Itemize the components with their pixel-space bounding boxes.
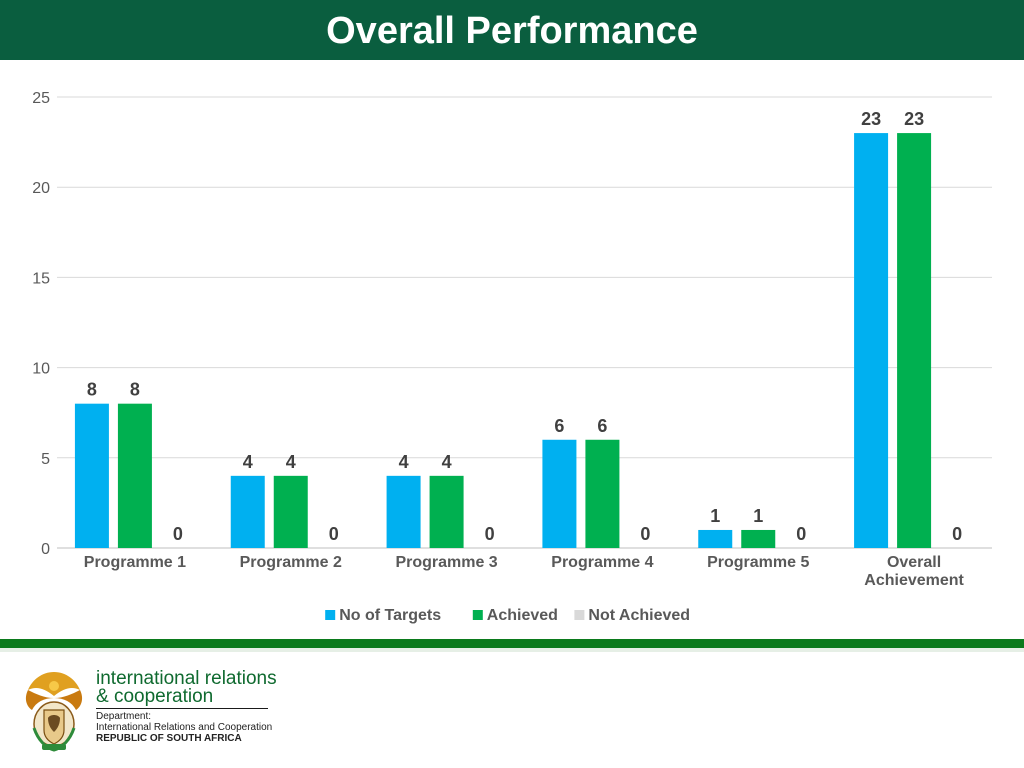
slide-title: Overall Performance — [326, 10, 698, 52]
brand-line-1: international relations — [96, 668, 277, 689]
department-label: Department: — [96, 711, 152, 722]
brand-line-2: & cooperation — [96, 686, 214, 707]
legend-swatch — [472, 610, 483, 620]
data-label: 6 — [554, 416, 564, 436]
data-label: 6 — [597, 416, 607, 436]
x-tick-label: Programme 5 — [707, 554, 809, 571]
legend-label: Not Achieved — [588, 607, 690, 624]
x-tick-label: Programme 4 — [551, 554, 653, 571]
department-name: International Relations and Cooperation — [96, 722, 273, 733]
x-tick-label: Programme 1 — [84, 554, 186, 571]
y-tick-label: 15 — [32, 270, 50, 287]
legend-swatch — [325, 610, 336, 620]
y-tick-label: 20 — [32, 180, 50, 197]
bar — [542, 439, 577, 548]
bar — [117, 403, 152, 548]
data-label: 8 — [87, 380, 97, 400]
bar — [897, 133, 932, 548]
data-label: 0 — [173, 524, 183, 544]
legend-swatch — [574, 610, 585, 620]
data-label: 4 — [399, 452, 409, 472]
footer-divider — [0, 639, 1024, 648]
data-label: 0 — [952, 524, 962, 544]
data-label: 4 — [243, 452, 253, 472]
data-label: 0 — [329, 524, 339, 544]
data-label: 1 — [710, 506, 720, 526]
y-tick-label: 25 — [32, 90, 50, 107]
bar — [698, 529, 733, 548]
bar — [386, 475, 421, 548]
data-label: 23 — [904, 109, 924, 129]
x-tick-label: Programme 2 — [240, 554, 342, 571]
data-label: 8 — [130, 380, 140, 400]
bar — [585, 439, 620, 548]
data-label: 0 — [640, 524, 650, 544]
data-label: 1 — [753, 506, 763, 526]
bar — [230, 475, 265, 548]
y-tick-label: 0 — [41, 541, 50, 558]
coat-of-arms-logo — [25, 672, 83, 752]
brand-rule — [96, 708, 268, 709]
legend-label: Achieved — [487, 607, 558, 624]
legend-label: No of Targets — [339, 607, 441, 624]
data-label: 4 — [286, 452, 296, 472]
title-banner: Overall Performance — [0, 0, 1024, 60]
x-tick-label: Programme 3 — [395, 554, 497, 571]
x-tick-label: Achievement — [864, 572, 964, 589]
data-label: 0 — [485, 524, 495, 544]
data-label: 23 — [861, 109, 881, 129]
data-label: 0 — [796, 524, 806, 544]
data-label: 4 — [442, 452, 452, 472]
bar — [74, 403, 109, 548]
footer-divider-shadow — [0, 648, 1024, 652]
bar — [854, 133, 889, 548]
x-tick-label: Overall — [887, 554, 941, 571]
y-tick-label: 5 — [41, 451, 50, 468]
bar — [429, 475, 464, 548]
bar — [741, 529, 776, 548]
bar — [273, 475, 308, 548]
y-tick-label: 10 — [32, 361, 50, 378]
country-name: REPUBLIC OF SOUTH AFRICA — [96, 733, 242, 744]
